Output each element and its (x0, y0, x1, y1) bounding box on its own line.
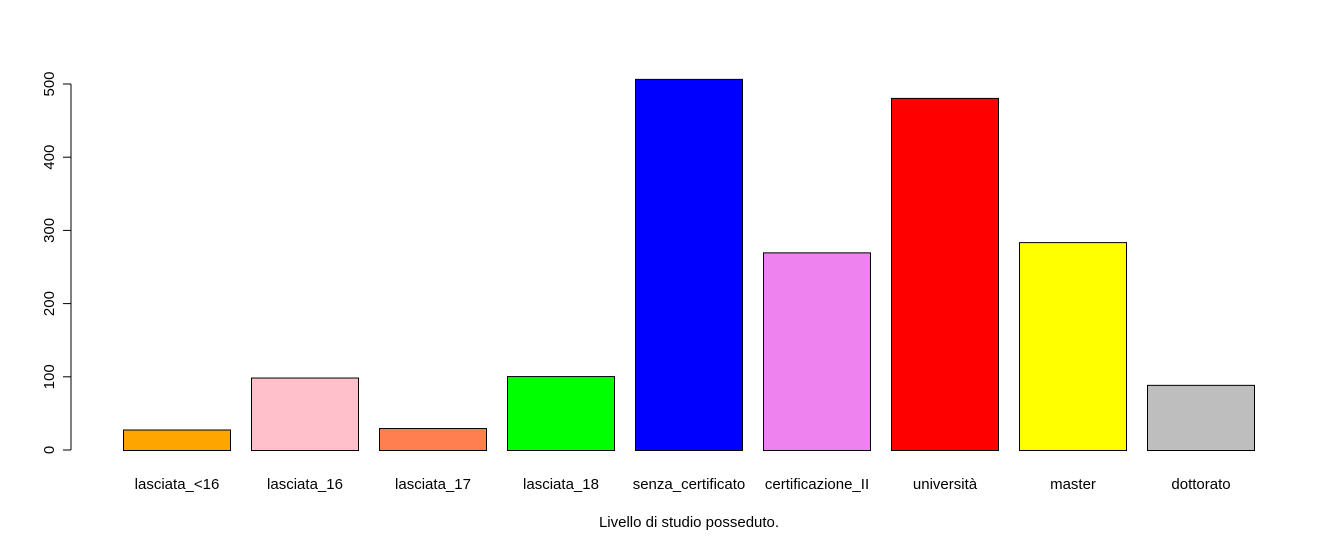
y-axis: 0 100 200 300 400 500 (41, 71, 72, 454)
x-tick-label: lasciata_16 (267, 476, 343, 493)
bar (251, 377, 359, 452)
y-tick-label: 0 (41, 446, 58, 454)
y-tick-label: 300 (41, 218, 58, 243)
x-tick-label: dottorato (1171, 476, 1230, 493)
x-tick-label: lasciata_17 (395, 476, 471, 493)
bar (379, 428, 487, 452)
bars (123, 78, 1255, 452)
x-tick-label: senza_certificato (633, 476, 746, 493)
x-tick-label: lasciata_18 (523, 476, 599, 493)
y-tick-label: 400 (41, 145, 58, 170)
x-tick-label: master (1050, 476, 1096, 493)
bar (891, 97, 999, 452)
bar (507, 376, 615, 451)
x-tick-label: lasciata_<16 (135, 476, 220, 493)
x-tick-labels: lasciata_<16 lasciata_16 lasciata_17 lascia… (135, 476, 1231, 493)
y-tick-label: 100 (41, 364, 58, 389)
bar (635, 78, 743, 451)
bar (123, 429, 231, 451)
bar (1147, 384, 1255, 451)
bar (763, 252, 871, 451)
x-axis-label: Livello di studio posseduto. (599, 514, 779, 531)
y-tick-label: 500 (41, 71, 58, 96)
y-tick-label: 200 (41, 291, 58, 316)
x-tick-label: certificazione_II (765, 476, 869, 493)
x-tick-label: università (913, 476, 978, 493)
bar (1019, 242, 1127, 451)
